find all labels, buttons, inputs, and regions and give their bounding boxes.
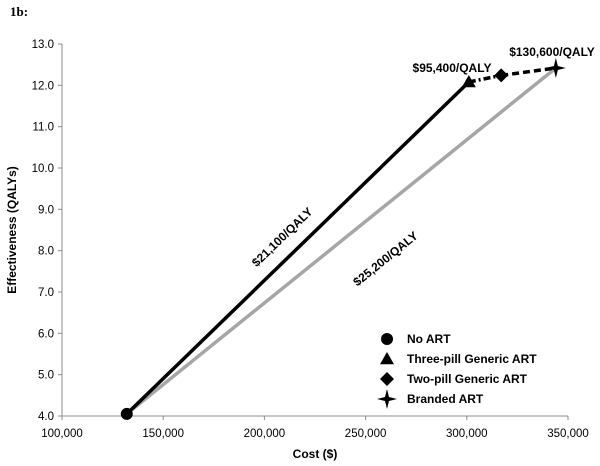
x-tick-label: 150,000	[142, 428, 184, 440]
y-tick-label: 10.0	[32, 163, 54, 175]
series-line	[125, 66, 557, 416]
data-markers	[120, 57, 566, 420]
line-annotation: $25,200/QALY	[350, 229, 420, 289]
legend-marker-diamond	[380, 372, 394, 386]
y-tick-label: 4.0	[38, 411, 54, 423]
x-tick-label: 200,000	[244, 428, 286, 440]
line-annotation: $130,600/QALY	[509, 45, 595, 59]
x-tick-label: 250,000	[345, 428, 387, 440]
data-point-circle	[120, 407, 133, 420]
legend-marker-star	[377, 389, 397, 409]
y-tick-label: 5.0	[38, 370, 54, 382]
y-tick-label: 7.0	[38, 287, 54, 299]
data-point-star	[545, 57, 566, 78]
series-line	[468, 73, 502, 84]
axes: 4.0 5.0 6.0 7.0 8.0 9.0 10.0 11.0 12.0 13.0 100,00…	[5, 39, 589, 461]
y-tick-label: 6.0	[38, 328, 54, 340]
line-annotations: $21,100/QALY $25,200/QALY $95,400/QALY $130…	[249, 45, 595, 289]
y-tick-label: 12.0	[32, 80, 54, 92]
data-point-triangle	[461, 75, 476, 88]
line-annotation: $21,100/QALY	[249, 205, 315, 270]
line-annotation: $95,400/QALY	[413, 61, 492, 75]
series-lines	[125, 66, 557, 416]
legend-label: No ART	[407, 332, 451, 346]
legend-label: Three-pill Generic ART	[407, 352, 537, 366]
y-tick-label: 8.0	[38, 246, 54, 258]
y-tick-label: 13.0	[32, 39, 54, 51]
legend-marker-circle	[381, 333, 393, 345]
y-axis-title: Effectiveness (QALYs)	[5, 166, 19, 294]
data-point-diamond	[494, 68, 509, 83]
x-tick-label: 350,000	[547, 428, 589, 440]
series-line	[125, 80, 471, 416]
x-tick-label: 100,000	[41, 428, 83, 440]
y-tick-label: 9.0	[38, 204, 54, 216]
series-line	[500, 66, 557, 78]
legend: No ART Three-pill Generic ART Two-pill Gen…	[377, 332, 537, 409]
legend-marker-triangle	[380, 352, 394, 365]
legend-label: Branded ART	[407, 392, 484, 406]
x-tick-label: 300,000	[446, 428, 488, 440]
x-axis-title: Cost ($)	[293, 447, 338, 461]
y-tick-label: 11.0	[32, 122, 54, 134]
panel-label: 1b:	[10, 4, 28, 19]
legend-label: Two-pill Generic ART	[407, 372, 528, 386]
